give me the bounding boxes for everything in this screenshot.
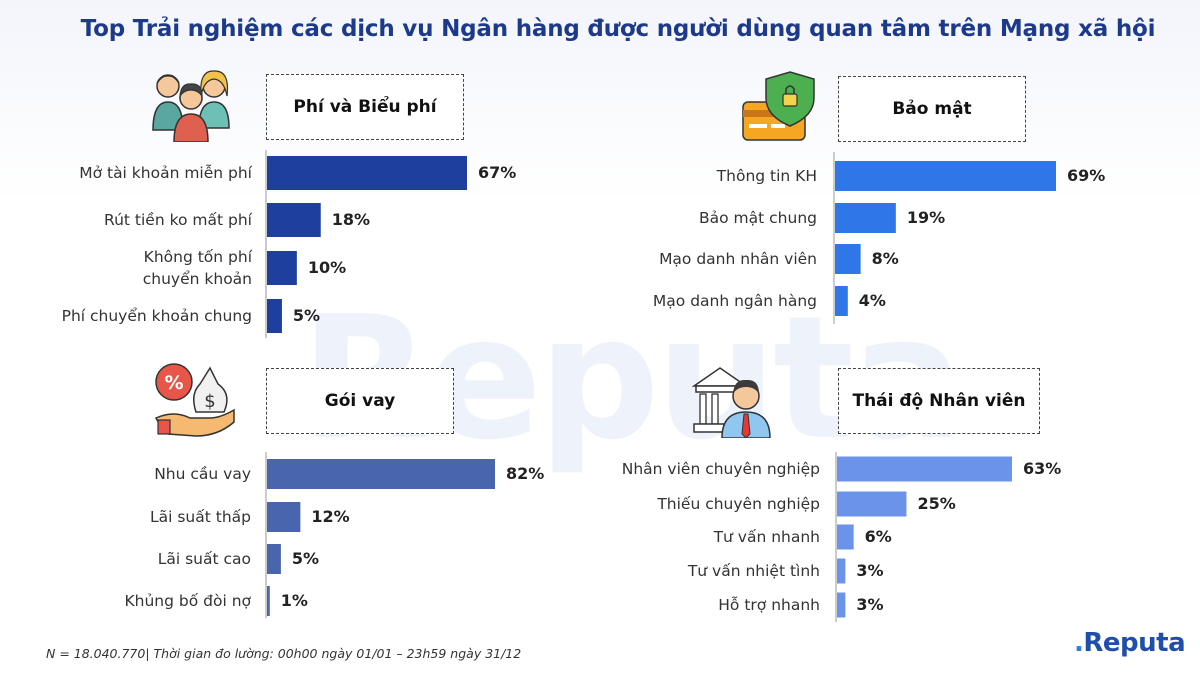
svg-text:$: $: [204, 391, 215, 412]
panel-title-box: Bảo mật: [838, 76, 1026, 142]
panel-title-box: Thái độ Nhân viên: [838, 368, 1040, 434]
data-label: 67%: [478, 163, 517, 182]
data-label: 3%: [856, 561, 884, 580]
logo-dot: .: [1074, 628, 1084, 658]
card-security-shield-icon: [740, 68, 820, 144]
category-label: Mạo danh nhân viên: [659, 250, 817, 268]
panel-title-box: Gói vay: [266, 368, 454, 434]
page-title: Top Trải nghiệm các dịch vụ Ngân hàng đư…: [80, 16, 1156, 42]
data-label: 10%: [307, 258, 347, 277]
panel-title-box: Phí và Biểu phí: [266, 74, 464, 140]
data-label: 3%: [856, 595, 884, 614]
category-label: Lãi suất cao: [157, 550, 251, 568]
data-label: 1%: [280, 591, 308, 610]
data-label: 12%: [311, 507, 350, 526]
data-label: 63%: [1023, 459, 1062, 478]
people-group-icon: [150, 66, 234, 143]
data-label: 18%: [331, 210, 371, 229]
category-label: Thông tin KH: [716, 167, 817, 185]
loan-money-hand-icon: % $: [150, 360, 236, 438]
data-label: 82%: [506, 464, 545, 483]
category-label: Nhu cầu vay: [154, 465, 251, 483]
data-label: 4%: [858, 291, 886, 310]
category-label: Lãi suất thấp: [149, 508, 251, 526]
category-label: Phí chuyển khoản chung: [61, 307, 252, 325]
category-label: Hỗ trợ nhanh: [718, 596, 820, 614]
data-label: 19%: [906, 208, 946, 227]
category-label: Bảo mật chung: [699, 209, 817, 227]
footnote: N = 18.040.770| Thời gian đo lường: 00h0…: [46, 646, 522, 661]
logo-text: Reputa: [1083, 628, 1186, 658]
category-label: Tư vấn nhiệt tình: [687, 562, 820, 580]
reputa-logo: .Reputa: [1074, 628, 1186, 658]
category-label: Mạo danh ngân hàng: [652, 292, 817, 310]
data-label: 25%: [917, 494, 956, 513]
category-label: Thiếu chuyên nghiệp: [657, 495, 820, 513]
category-label: Tư vấn nhanh: [713, 528, 820, 546]
category-label: Rút tiền ko mất phí: [104, 211, 252, 229]
bank-employee-icon: [691, 362, 772, 439]
data-label: 8%: [871, 249, 899, 268]
data-label: 5%: [291, 549, 320, 568]
data-label: 69%: [1067, 166, 1106, 185]
category-label: Không tốn phí chuyển khoản: [142, 248, 252, 288]
svg-text:%: %: [164, 372, 183, 394]
category-label: Nhân viên chuyên nghiệp: [621, 460, 820, 478]
category-label: Khủng bố đòi nợ: [124, 592, 251, 610]
category-label: Mở tài khoản miễn phí: [79, 164, 252, 182]
data-label: 6%: [864, 527, 892, 546]
data-label: 5%: [292, 306, 321, 325]
